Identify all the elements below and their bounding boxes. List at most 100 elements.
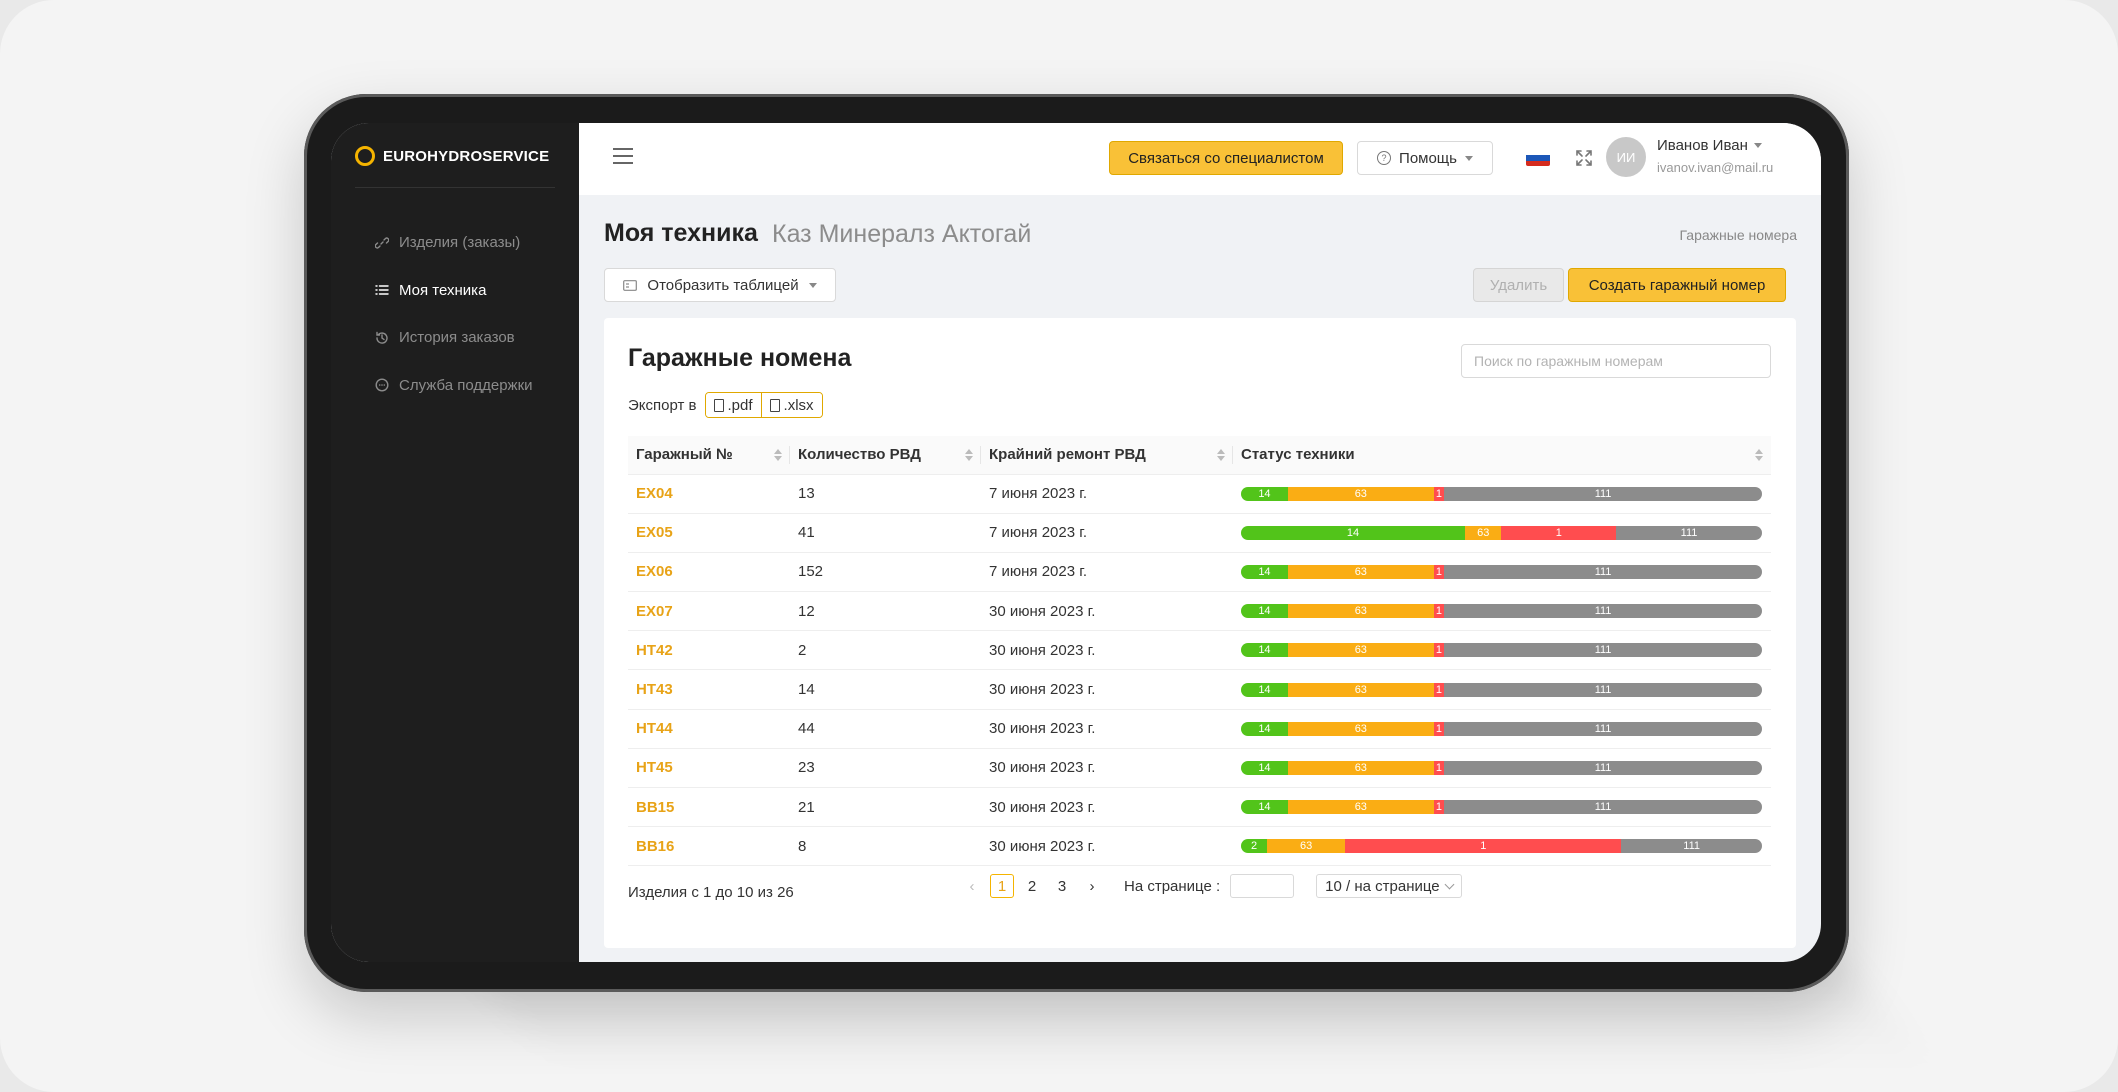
status-segment-green: 2	[1241, 839, 1268, 854]
table-row[interactable]: HT44 44 30 июня 2023 г. 14 63 1 111	[628, 709, 1771, 749]
column-header-last-repair[interactable]: Крайний ремонт РВД	[981, 436, 1233, 475]
garage-number-link[interactable]: EX07	[636, 602, 673, 620]
status-segment-gray: 111	[1444, 604, 1762, 619]
cell-last-repair: 30 июня 2023 г.	[981, 669, 1233, 710]
cell-garage: BB16	[628, 826, 790, 867]
cell-hose-count: 13	[790, 474, 981, 514]
table-row[interactable]: BB15 21 30 июня 2023 г. 14 63 1 111	[628, 787, 1771, 828]
view-mode-dropdown[interactable]: Отобразить таблицей	[604, 268, 836, 302]
sidebar-item-label: История заказов	[399, 329, 515, 347]
column-header-garage[interactable]: Гаражный №	[628, 436, 790, 475]
status-segment-red: 1	[1433, 800, 1445, 815]
status-segment-green: 14	[1241, 564, 1288, 579]
header-label: Крайний ремонт РВД	[989, 446, 1146, 464]
status-segment-gray: 111	[1444, 760, 1762, 775]
table-view-icon	[623, 279, 638, 291]
column-header-hose-count[interactable]: Количество РВД	[790, 436, 981, 475]
column-header-status[interactable]: Статус техники	[1233, 436, 1771, 475]
table-row[interactable]: EX04 13 7 июня 2023 г. 14 63 1 111	[628, 474, 1771, 514]
table-body: EX04 13 7 июня 2023 г. 14 63 1 111 EX05 41 7 июня…	[628, 474, 1771, 867]
history-icon	[375, 331, 389, 345]
cell-last-repair: 7 июня 2023 г.	[981, 552, 1233, 593]
page-1[interactable]: 1	[990, 874, 1014, 898]
status-segment-red: 1	[1433, 564, 1445, 579]
status-segment-orange: 63	[1465, 525, 1502, 540]
cell-hose-count: 8	[790, 826, 981, 867]
export-xlsx-label: .xlsx	[783, 396, 814, 414]
sort-icon	[965, 449, 973, 461]
garage-number-link[interactable]: HT43	[636, 681, 673, 699]
caret-down-icon	[1753, 143, 1762, 148]
cell-garage: BB15	[628, 787, 790, 828]
sidebar: EUROHYDROSERVICE Изделия (заказы) Моя те…	[331, 123, 579, 962]
cell-status: 14 63 1 111	[1233, 669, 1771, 710]
menu-toggle-icon[interactable]	[613, 148, 633, 168]
export-pdf-button[interactable]: .pdf	[705, 393, 761, 417]
sort-icon	[1217, 449, 1225, 461]
cell-hose-count: 41	[790, 513, 981, 553]
export-xlsx-button[interactable]: .xlsx	[760, 393, 822, 417]
status-segment-orange: 63	[1287, 486, 1434, 501]
status-segment-orange: 63	[1287, 682, 1434, 697]
cell-garage: HT43	[628, 669, 790, 710]
page-size-select[interactable]: 10 / на странице	[1316, 874, 1462, 898]
brand-logo[interactable]: EUROHYDROSERVICE	[355, 146, 549, 166]
garage-number-link[interactable]: EX06	[636, 563, 673, 581]
next-page-icon[interactable]: ›	[1089, 877, 1095, 895]
table-row[interactable]: BB16 8 30 июня 2023 г. 2 63 1 111	[628, 826, 1771, 867]
garage-number-link[interactable]: EX04	[636, 485, 673, 503]
status-segment-gray: 111	[1444, 643, 1762, 658]
user-menu[interactable]: Иванов Иван	[1657, 137, 1762, 154]
table-row[interactable]: EX05 41 7 июня 2023 г. 14 63 1 111	[628, 513, 1771, 553]
status-segment-green: 14	[1241, 721, 1288, 736]
table-row[interactable]: EX07 12 30 июня 2023 г. 14 63 1 111	[628, 591, 1771, 632]
jump-to-page-input[interactable]	[1230, 874, 1295, 898]
page-title: Моя техника	[604, 219, 758, 247]
fullscreen-icon[interactable]	[1575, 149, 1593, 167]
status-segment-red: 1	[1433, 760, 1445, 775]
contact-specialist-button[interactable]: Связаться со специалистом	[1109, 141, 1343, 175]
garage-number-link[interactable]: HT42	[636, 641, 673, 659]
header-label: Статус техники	[1241, 446, 1355, 464]
avatar[interactable]: ИИ	[1606, 137, 1646, 177]
status-segment-gray: 111	[1444, 486, 1762, 501]
sidebar-item-orders[interactable]: Изделия (заказы)	[375, 219, 533, 267]
status-segment-red: 1	[1433, 604, 1445, 619]
sidebar-item-my-equipment[interactable]: Моя техника	[375, 267, 533, 315]
garage-number-link[interactable]: EX05	[636, 524, 673, 542]
app-screen: EUROHYDROSERVICE Изделия (заказы) Моя те…	[331, 123, 1821, 962]
page-3[interactable]: 3	[1057, 877, 1067, 895]
search-input[interactable]	[1461, 344, 1771, 378]
cell-hose-count: 21	[790, 787, 981, 828]
status-segment-gray: 111	[1444, 800, 1762, 815]
prev-page-icon[interactable]: ‹	[969, 877, 975, 895]
cell-garage: HT45	[628, 748, 790, 789]
garage-number-link[interactable]: BB15	[636, 798, 675, 816]
cell-garage: EX07	[628, 591, 790, 632]
page-2[interactable]: 2	[1027, 877, 1037, 895]
user-email: ivanov.ivan@mail.ru	[1657, 160, 1774, 175]
garage-number-link[interactable]: BB16	[636, 837, 675, 855]
create-garage-number-button[interactable]: Создать гаражный номер	[1568, 268, 1786, 302]
cell-hose-count: 152	[790, 552, 981, 593]
garage-number-link[interactable]: HT45	[636, 759, 673, 777]
sidebar-item-order-history[interactable]: История заказов	[375, 314, 533, 362]
sidebar-item-label: Изделия (заказы)	[399, 234, 521, 252]
delete-button[interactable]: Удалить	[1473, 268, 1564, 302]
table-row[interactable]: HT43 14 30 июня 2023 г. 14 63 1 111	[628, 669, 1771, 710]
help-dropdown-button[interactable]: ? Помощь	[1357, 141, 1493, 175]
garage-number-link[interactable]: HT44	[636, 720, 673, 738]
ru-flag-icon[interactable]	[1526, 150, 1550, 166]
cell-last-repair: 30 июня 2023 г.	[981, 787, 1233, 828]
cell-status: 14 63 1 111	[1233, 513, 1771, 553]
table-row[interactable]: HT42 2 30 июня 2023 г. 14 63 1 111	[628, 630, 1771, 671]
file-pdf-icon	[713, 398, 724, 412]
cell-garage: EX04	[628, 474, 790, 514]
table-row[interactable]: HT45 23 30 июня 2023 г. 14 63 1 111	[628, 748, 1771, 789]
status-segment-red: 1	[1433, 486, 1445, 501]
cell-last-repair: 7 июня 2023 г.	[981, 474, 1233, 514]
table-row[interactable]: EX06 152 7 июня 2023 г. 14 63 1 111	[628, 552, 1771, 593]
breadcrumb[interactable]: Гаражные номера	[1679, 227, 1798, 243]
cell-hose-count: 2	[790, 630, 981, 671]
sidebar-item-support[interactable]: Служба поддержки	[375, 362, 533, 410]
